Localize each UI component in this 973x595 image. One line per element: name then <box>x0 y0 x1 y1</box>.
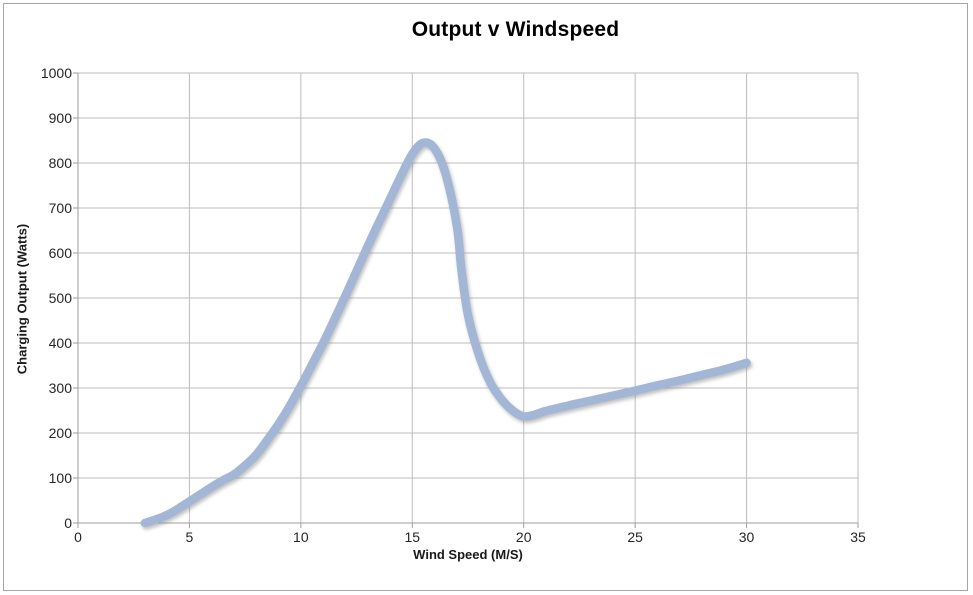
x-tick-label-35: 35 <box>850 529 866 545</box>
gridlines <box>78 72 859 523</box>
x-tick-label-15: 15 <box>404 529 421 545</box>
series-path-charging-output <box>140 138 751 528</box>
x-tick-label-25: 25 <box>627 529 643 545</box>
x-axis-title: Wind Speed (M/S) <box>413 547 523 562</box>
y-tick-label-0: 0 <box>64 515 72 531</box>
y-tick-label-900: 900 <box>48 110 72 126</box>
y-tick-label-1000: 1000 <box>40 65 72 81</box>
x-tick-label-10: 10 <box>293 529 309 545</box>
x-tick-label-20: 20 <box>515 529 532 545</box>
y-tick-label-100: 100 <box>48 470 72 486</box>
x-tick-label-30: 30 <box>738 529 755 545</box>
series-line <box>140 138 751 528</box>
chart-title: Output v Windspeed <box>411 18 620 41</box>
x-tick-label-5: 5 <box>185 529 194 545</box>
y-tick-label-600: 600 <box>48 245 72 261</box>
tick-marks <box>73 72 859 528</box>
y-tick-label-200: 200 <box>48 425 72 441</box>
x-tick-label-0: 0 <box>74 529 82 545</box>
y-tick-label-300: 300 <box>48 380 72 396</box>
y-tick-label-800: 800 <box>48 155 72 171</box>
y-tick-label-400: 400 <box>48 335 72 351</box>
y-tick-label-700: 700 <box>48 200 72 216</box>
y-tick-label-500: 500 <box>48 290 72 306</box>
